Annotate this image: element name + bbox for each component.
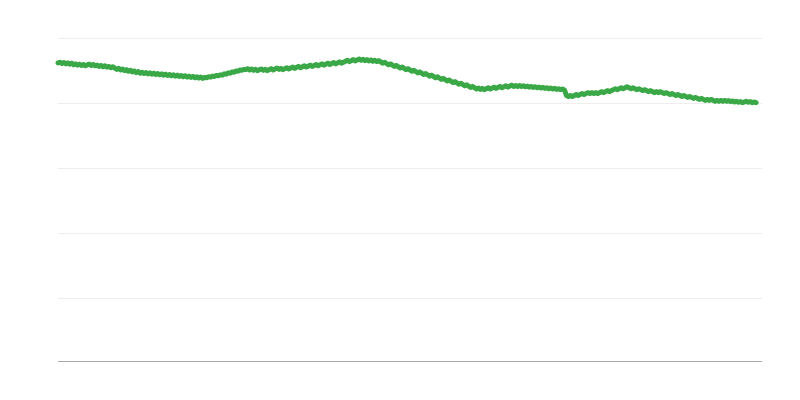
gridlines-group	[58, 38, 762, 299]
series-line-0	[55, 56, 759, 106]
series-group	[55, 56, 759, 106]
